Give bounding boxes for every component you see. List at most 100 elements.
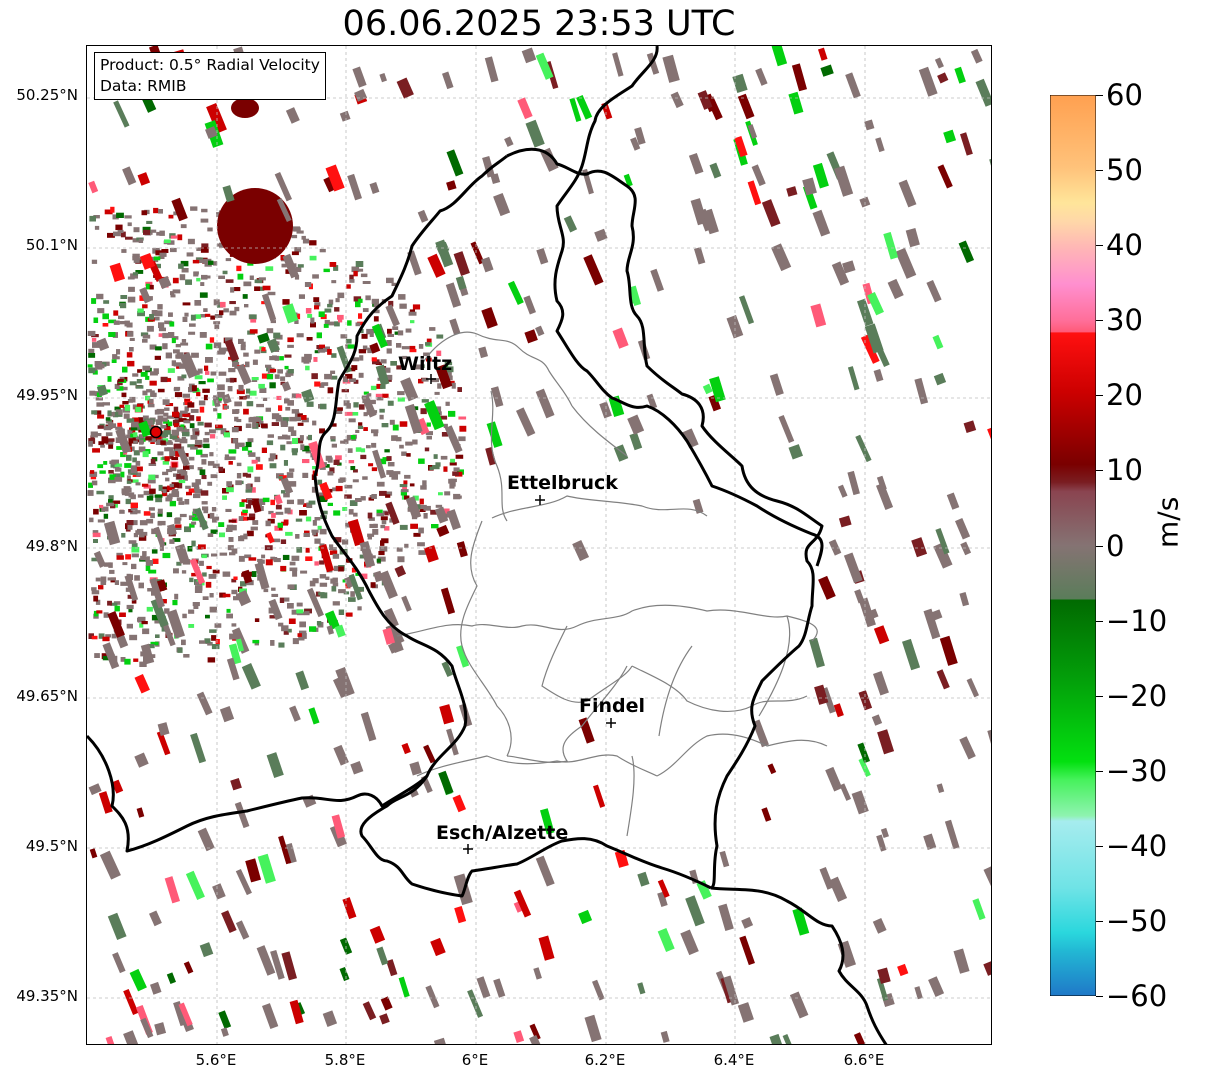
- echo-cell: [105, 1035, 115, 1044]
- echo-cell: [158, 275, 172, 290]
- echo-cell: [130, 511, 138, 515]
- echo-cell: [288, 481, 297, 487]
- colorbar-tick: [1096, 245, 1103, 247]
- echo-cell: [367, 512, 373, 519]
- echo-cell: [939, 635, 958, 666]
- echo-cell: [347, 448, 353, 453]
- echo-cell: [385, 501, 400, 525]
- echo-cell: [160, 417, 168, 422]
- echo-cell: [233, 576, 238, 580]
- echo-cell: [308, 440, 326, 470]
- echo-cell: [220, 430, 226, 435]
- echo-cell: [115, 426, 123, 430]
- echo-cell: [142, 628, 150, 635]
- echo-cell: [300, 570, 308, 574]
- echo-cell: [378, 551, 385, 556]
- echo-cell: [175, 524, 182, 528]
- colorbar-tick: [1096, 320, 1103, 322]
- echo-cell: [140, 555, 146, 561]
- echo-cell: [657, 879, 670, 898]
- echo-cell: [185, 485, 191, 489]
- echo-cell: [297, 633, 302, 637]
- echo-cell: [323, 346, 330, 352]
- echo-cell: [218, 466, 224, 472]
- echo-cell: [184, 526, 191, 533]
- echo-cell: [88, 353, 96, 358]
- echo-cell: [440, 455, 448, 460]
- echo-cell: [983, 865, 991, 897]
- echo-cell: [204, 422, 212, 428]
- echo-cell: [444, 425, 463, 454]
- echo-cell: [389, 472, 397, 478]
- echo-cell: [295, 393, 302, 399]
- echo-cell: [378, 458, 387, 465]
- echo-cell: [130, 494, 136, 500]
- echo-cell: [168, 312, 173, 317]
- echo-cell: [873, 369, 884, 382]
- echo-cell: [261, 347, 266, 352]
- echo-cell: [386, 456, 392, 461]
- echo-cell: [333, 265, 339, 271]
- echo-cell: [355, 301, 361, 308]
- echo-cell: [145, 436, 152, 441]
- echo-cell: [228, 368, 236, 373]
- echo-cell: [97, 519, 105, 523]
- echo-cell: [214, 623, 222, 628]
- echo-cell: [88, 348, 95, 355]
- echo-cell: [538, 935, 555, 961]
- echo-cell: [926, 279, 942, 303]
- echo-cell: [133, 432, 138, 437]
- echo-cell: [189, 523, 195, 528]
- echo-cell: [396, 436, 402, 442]
- echo-cell: [409, 348, 417, 353]
- echo-cell: [194, 486, 200, 491]
- product-info-box: Product: 0.5° Radial Velocity Data: RMIB: [94, 52, 326, 100]
- echo-cell: [362, 476, 368, 480]
- echo-cell: [166, 512, 173, 518]
- echo-cell: [296, 547, 303, 553]
- echo-cell: [360, 711, 377, 742]
- echo-cell: [193, 271, 199, 277]
- radar-map[interactable]: Wiltz Ettelbruck Findel Esch/Alzette: [86, 45, 992, 1045]
- echo-cell: [837, 484, 848, 498]
- echo-cell: [431, 378, 439, 383]
- echo-cell: [117, 229, 124, 233]
- echo-cell: [670, 91, 684, 109]
- echo-cell: [423, 352, 430, 357]
- echo-cell: [289, 705, 301, 722]
- echo-cell: [245, 580, 254, 586]
- echo-cell: [162, 332, 169, 339]
- echo-cell: [291, 234, 298, 239]
- echo-cell: [208, 574, 217, 579]
- echo-cell: [178, 479, 186, 484]
- echo-cell: [379, 490, 387, 496]
- echo-cell: [361, 333, 368, 339]
- echo-cell: [330, 436, 336, 440]
- echo-cell: [275, 504, 282, 510]
- echo-cell: [194, 488, 203, 494]
- echo-cell: [164, 427, 171, 431]
- echo-cell: [213, 342, 222, 349]
- echo-cell: [120, 657, 126, 662]
- echo-cell: [125, 487, 132, 493]
- echo-cell: [167, 368, 175, 373]
- echo-cell: [202, 388, 210, 393]
- echo-cell: [158, 255, 165, 259]
- echo-cell: [294, 319, 299, 324]
- echo-cell: [226, 487, 234, 493]
- colorbar-tick-label: −40: [1106, 828, 1168, 863]
- echo-cell: [267, 434, 274, 438]
- echo-cell: [847, 366, 860, 391]
- echo-cell: [199, 292, 208, 298]
- echo-cell: [103, 300, 110, 304]
- echo-cell: [178, 1002, 193, 1027]
- echo-cell: [171, 336, 179, 340]
- echo-cell: [243, 533, 248, 540]
- echo-cell: [299, 630, 307, 637]
- echo-cell: [119, 404, 125, 408]
- echo-cell: [262, 397, 268, 401]
- echo-cell: [333, 565, 339, 572]
- echo-cell: [265, 520, 271, 527]
- echo-cell: [244, 304, 249, 308]
- echo-cell: [376, 395, 384, 401]
